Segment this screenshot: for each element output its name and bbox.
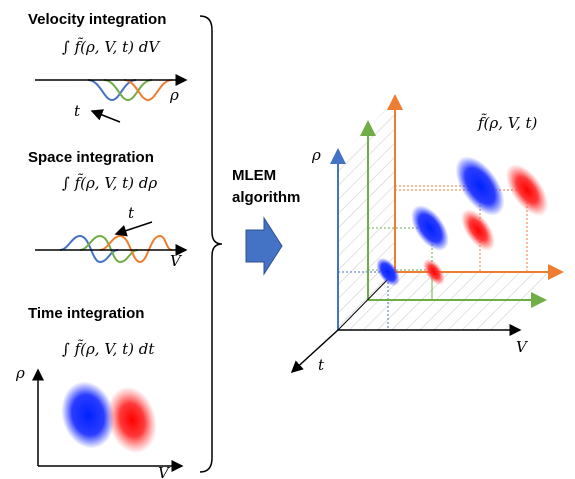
axis-label: t: [318, 356, 325, 374]
ellipse-shape: [498, 157, 557, 223]
g-shape: [88, 80, 172, 100]
line-shape: [92, 111, 120, 122]
ellipse-shape: [100, 381, 164, 459]
path-shape: [200, 16, 222, 472]
line-shape: [292, 330, 338, 372]
polygon-shape: [246, 218, 282, 274]
path-shape: [60, 236, 118, 262]
path-shape: [395, 190, 527, 272]
axis-label: t: [128, 204, 135, 222]
function-label: f̃(ρ, V, t): [477, 114, 538, 132]
axis-label: t: [74, 102, 81, 120]
path-shape: [80, 236, 138, 262]
ellipse-shape: [404, 199, 457, 258]
formula: ∫ f̃(ρ, V, t) dt: [62, 340, 155, 358]
formula: ∫ f̃(ρ, V, t) dρ: [62, 174, 157, 192]
panel-title: Space integration: [28, 149, 154, 166]
axis-label: V: [170, 252, 183, 270]
panel-title: Time integration: [28, 305, 144, 322]
method-label: algorithm: [232, 189, 300, 206]
diagram: Velocity integration ∫ f̃(ρ, V, t) dV ρ …: [0, 0, 575, 479]
axis-label: V: [516, 338, 529, 356]
formula: ∫ f̃(ρ, V, t) dV: [62, 38, 161, 56]
axis-label: ρ: [15, 364, 25, 382]
g-shape: [60, 236, 172, 262]
method-label: MLEM: [232, 167, 276, 184]
path-shape: [124, 80, 172, 100]
panel-title: Velocity integration: [28, 11, 166, 28]
axis-label: ρ: [311, 146, 321, 164]
axis-label: ρ: [169, 86, 179, 104]
line-shape: [116, 222, 152, 234]
